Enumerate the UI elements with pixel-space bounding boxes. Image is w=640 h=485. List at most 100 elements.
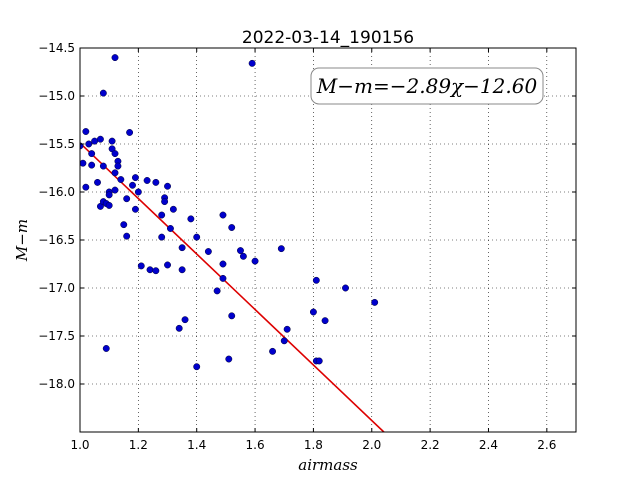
data-point <box>228 224 236 231</box>
data-point <box>123 195 131 203</box>
data-point <box>88 150 96 158</box>
data-point <box>175 324 183 332</box>
x-tick-label: 1.6 <box>246 438 265 452</box>
y-tick-labels: −14.5 −15.0 −15.5 −16.0 −16.5 −17.0 −17.5 −18.0 <box>38 41 75 391</box>
x-tick-label: 1.8 <box>304 438 323 452</box>
y-tick-label: −16.5 <box>38 233 75 247</box>
data-point <box>80 159 87 167</box>
data-point <box>158 233 166 241</box>
fit-equation-text: M−m=−2.89χ−12.60 <box>316 74 538 98</box>
data-point <box>117 176 125 183</box>
data-point <box>152 267 160 275</box>
data-point <box>123 232 131 240</box>
data-point <box>82 183 90 191</box>
data-point <box>129 181 136 189</box>
data-point <box>309 308 317 316</box>
data-point <box>99 162 107 170</box>
data-point <box>137 262 145 270</box>
data-point <box>312 276 320 284</box>
data-point <box>280 337 288 345</box>
data-point <box>105 201 113 209</box>
data-point <box>178 244 186 252</box>
data-point <box>219 211 227 219</box>
data-point <box>228 312 236 320</box>
data-point <box>166 225 174 232</box>
data-point <box>237 247 244 255</box>
data-point <box>248 59 256 67</box>
data-point <box>251 257 259 265</box>
data-point <box>134 188 142 196</box>
data-point <box>158 211 166 219</box>
axis-ticks <box>79 47 576 432</box>
fit-equation-annotation: M−m=−2.89χ−12.60 <box>310 67 544 105</box>
data-point <box>99 89 107 97</box>
fit-line-layer <box>80 142 386 432</box>
y-tick-label: −17.0 <box>38 281 75 295</box>
data-point <box>283 325 291 333</box>
y-tick-label: −15.5 <box>38 137 75 151</box>
data-point <box>131 205 139 213</box>
data-point <box>102 345 110 352</box>
data-point <box>193 233 201 241</box>
x-tick-label: 2.2 <box>421 438 440 452</box>
data-point <box>164 182 171 190</box>
data-point <box>108 137 116 145</box>
x-tick-label: 1.4 <box>187 438 206 452</box>
x-axis-label: airmass <box>298 456 358 474</box>
data-point <box>105 191 113 199</box>
annotation-box <box>310 67 544 105</box>
data-point <box>239 252 247 260</box>
data-point <box>193 363 201 371</box>
data-point <box>85 140 93 148</box>
data-point <box>96 135 104 143</box>
data-point <box>204 248 212 255</box>
data-point <box>315 357 323 365</box>
data-point <box>143 177 151 184</box>
y-tick-label: −18.0 <box>38 377 75 391</box>
data-point <box>161 198 169 206</box>
data-point <box>126 129 134 136</box>
data-point <box>120 221 128 229</box>
data-point <box>111 186 119 194</box>
chart-title: 2022-03-14_190156 <box>242 28 414 48</box>
y-tick-label: −17.5 <box>38 329 75 343</box>
data-points-layer <box>80 54 379 371</box>
data-point <box>164 261 171 269</box>
x-tick-label: 2.0 <box>362 438 381 452</box>
data-point <box>131 174 139 182</box>
data-point <box>91 137 99 145</box>
data-point <box>178 266 186 274</box>
y-tick-label: −16.0 <box>38 185 75 199</box>
x-tick-label: 2.6 <box>537 438 556 452</box>
data-point <box>277 245 285 253</box>
data-point <box>213 287 221 295</box>
y-axis-label: M−m <box>13 219 31 262</box>
x-tick-label: 1.2 <box>129 438 148 452</box>
grid-lines <box>79 47 576 432</box>
fit-line <box>80 142 386 432</box>
x-tick-label: 1.0 <box>70 438 89 452</box>
data-point <box>187 215 195 223</box>
data-point <box>111 150 119 158</box>
data-point <box>88 161 96 169</box>
data-point <box>82 128 90 135</box>
data-point <box>111 169 119 177</box>
x-tick-label: 2.4 <box>479 438 498 452</box>
data-point <box>146 266 154 274</box>
data-point <box>342 284 349 292</box>
x-tick-labels: 1.0 1.2 1.4 1.6 1.8 2.0 2.2 2.4 2.6 <box>70 438 556 452</box>
data-point <box>111 54 119 62</box>
y-tick-label: −15.0 <box>38 89 75 103</box>
data-point <box>321 317 329 325</box>
data-point <box>219 260 227 268</box>
data-point <box>181 316 189 324</box>
data-point <box>94 178 101 186</box>
data-point <box>114 162 122 170</box>
data-point <box>225 355 233 363</box>
y-tick-label: −14.5 <box>38 41 75 55</box>
data-point <box>169 205 177 213</box>
data-point <box>269 347 277 355</box>
data-point <box>219 274 227 282</box>
